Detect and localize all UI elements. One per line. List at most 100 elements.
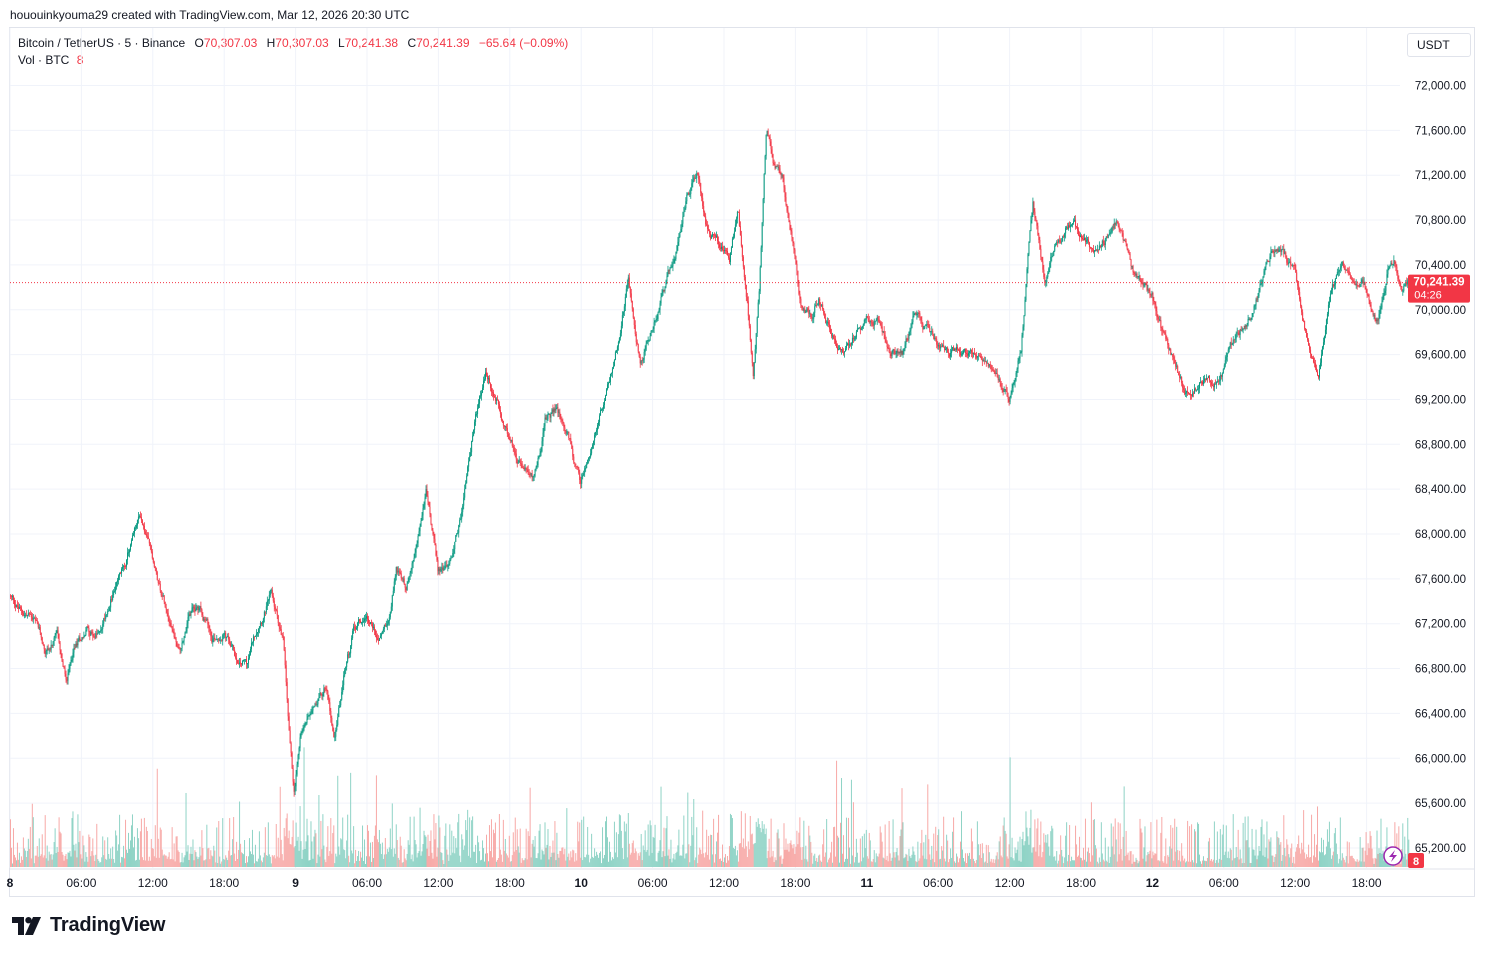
- volume-bar-up: [995, 855, 997, 867]
- volume-bar-down: [144, 860, 146, 867]
- candle-body-up: [1207, 376, 1209, 379]
- candle-body-up: [309, 713, 311, 716]
- volume-bar-down: [628, 843, 630, 867]
- candle-body-down: [981, 359, 983, 362]
- volume-bar-up: [303, 747, 305, 867]
- volume-bar-up: [304, 849, 306, 867]
- volume-bar-down: [522, 860, 524, 867]
- candle-body-down: [663, 290, 665, 291]
- candle-body-down: [1142, 282, 1144, 286]
- volume-bar-up: [594, 848, 596, 867]
- volume-bar-up: [1197, 822, 1199, 867]
- volume-bar-up: [775, 860, 777, 867]
- volume-bar-up: [1345, 856, 1347, 867]
- candle-body-up: [1144, 283, 1146, 285]
- candle-body-up: [195, 607, 197, 612]
- candle-body-up: [1056, 241, 1058, 244]
- candle-body-down: [527, 469, 529, 474]
- candle-body-up: [243, 660, 245, 662]
- volume-bar-up: [266, 855, 268, 867]
- candle-body-down: [906, 338, 908, 340]
- volume-bar-up: [969, 859, 971, 867]
- candle-body-up: [775, 166, 777, 169]
- volume-bar-up: [227, 860, 229, 867]
- candle-body-up: [851, 337, 853, 344]
- candle-body-down: [519, 460, 521, 464]
- volume-bar-down: [871, 861, 873, 867]
- volume-bar-up: [1061, 849, 1063, 867]
- volume-bar-up: [1071, 856, 1073, 867]
- candle-body-down: [718, 241, 720, 245]
- currency-unit-button[interactable]: USDT: [1407, 33, 1471, 57]
- symbol-title[interactable]: Bitcoin / TetherUS · 5 · Binance: [18, 36, 186, 50]
- volume-bar-up: [483, 848, 485, 867]
- volume-bar-down: [1166, 863, 1168, 867]
- volume-bar-down: [561, 847, 563, 867]
- candle-body-down: [1366, 289, 1368, 295]
- volume-bar-down: [292, 820, 294, 867]
- volume-bar-up: [416, 857, 418, 867]
- candle-body-up: [465, 483, 467, 489]
- candle-body-up: [1071, 225, 1073, 227]
- volume-bar-up: [347, 814, 349, 867]
- volume-bar-up: [1046, 842, 1048, 867]
- candle-body-up: [1223, 365, 1225, 370]
- candle-body-up: [682, 216, 684, 224]
- volume-bar-down: [884, 824, 886, 867]
- volume-bar-up: [539, 824, 541, 867]
- price-tick-label: 72,000.00: [1415, 81, 1466, 93]
- candle-body-down: [373, 626, 375, 631]
- volume-bar-down: [1125, 830, 1127, 867]
- candle-body-up: [1023, 315, 1025, 327]
- volume-label[interactable]: Vol · BTC: [18, 53, 70, 67]
- candle-body-down: [215, 639, 217, 641]
- volume-bar-up: [1022, 831, 1024, 867]
- volume-bar-down: [1129, 851, 1131, 867]
- candle-body-down: [1377, 319, 1379, 321]
- candle-body-down: [88, 627, 90, 632]
- candle-body-up: [247, 663, 249, 665]
- volume-bar-up: [590, 858, 592, 867]
- candle-body-down: [496, 399, 498, 401]
- candle-body-up: [1055, 243, 1057, 246]
- volume-bar-down: [745, 846, 747, 867]
- candle-body-up: [138, 516, 140, 518]
- volume-bar-down: [400, 845, 402, 867]
- volume-bar-down: [578, 841, 580, 867]
- lightning-icon[interactable]: [1383, 846, 1403, 866]
- volume-bar-up: [812, 863, 814, 867]
- volume-bar-down: [941, 846, 943, 867]
- candle-body-up: [304, 724, 306, 728]
- candle-body-down: [150, 545, 152, 552]
- candle-body-down: [801, 305, 803, 308]
- volume-bar-up: [110, 848, 112, 867]
- volume-bar-down: [65, 853, 67, 867]
- volume-bar-up: [986, 862, 988, 867]
- volume-bar-down: [1095, 848, 1097, 867]
- candle-body-up: [821, 304, 823, 306]
- volume-bar-down: [887, 861, 889, 867]
- candle-body-up: [245, 659, 247, 661]
- candle-body-down: [287, 699, 289, 717]
- volume-bar-up: [1086, 851, 1088, 867]
- candle-body-down: [791, 231, 793, 238]
- candle-body-up: [759, 267, 761, 292]
- candle-body-down: [324, 688, 326, 690]
- candle-body-down: [1179, 375, 1181, 378]
- candle-body-up: [982, 360, 984, 362]
- volume-bar-up: [418, 851, 420, 867]
- volume-bar-down: [714, 862, 716, 867]
- candle-body-up: [450, 557, 452, 560]
- candle-body-up: [916, 313, 918, 315]
- candle-body-down: [633, 317, 635, 325]
- volume-bar-down: [996, 852, 998, 867]
- volume-bar-down: [1154, 853, 1156, 867]
- tradingview-logo[interactable]: TradingView: [12, 914, 165, 937]
- candle-body-down: [147, 536, 149, 539]
- candle-body-down: [958, 349, 960, 351]
- candle-body-up: [1379, 308, 1381, 315]
- candle-body-down: [320, 692, 322, 695]
- volume-bar-up: [777, 829, 779, 867]
- candle-body-up: [874, 320, 876, 322]
